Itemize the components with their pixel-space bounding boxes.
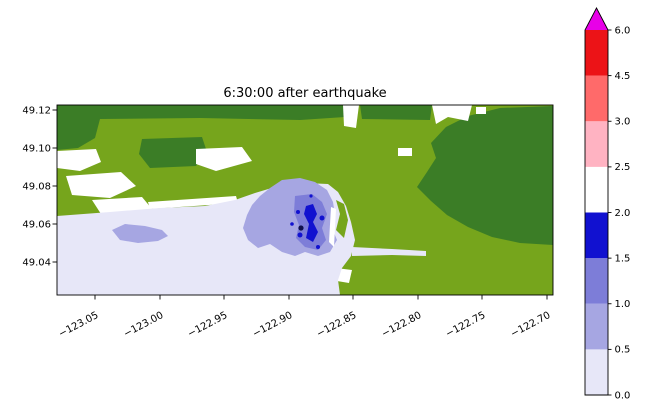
y-axis-labels: 49.12 49.10 49.08 49.06 49.04: [22, 106, 51, 269]
colorbar-tick-label: 1.5: [615, 253, 631, 264]
deep-flood-spot-4: [316, 245, 320, 249]
nodata-patch-left-2: [66, 172, 136, 198]
colorbar-tick-label: 0.5: [615, 345, 631, 356]
nodata-patch-top-center: [343, 105, 359, 128]
river-channel: [352, 247, 426, 256]
colorbar-segment-2: [585, 258, 608, 304]
deepest-flood-dot: [298, 225, 304, 231]
colorbar-segment-1: [585, 303, 608, 350]
x-tick-label: −122.95: [186, 310, 229, 340]
nodata-patch-small-2: [398, 148, 412, 156]
y-tick-label: 49.10: [22, 144, 51, 155]
colorbar-tick-label: 4.5: [615, 71, 631, 82]
land-spit: [336, 200, 348, 238]
plot-frame: [56, 104, 554, 296]
colorbar-tick-label: 6.0: [615, 25, 631, 36]
colorbar-labels: 0.0 0.5 1.0 1.5 2.0 2.5 3.0 4.5 6.0: [615, 25, 631, 401]
colorbar-segment-3: [585, 212, 608, 259]
nodata-patch-left-3: [92, 197, 152, 214]
deep-flood-spot-6: [309, 194, 313, 198]
nodata-patch-left-1: [57, 149, 101, 171]
colorbar-segment-0: [585, 349, 608, 395]
nodata-patch-top-right: [432, 105, 472, 124]
x-axis-labels: −123.05 −123.00 −122.95 −122.90 −122.85 …: [57, 310, 552, 340]
deep-flood-spot-1: [319, 215, 325, 221]
x-tick-label: −122.90: [251, 310, 294, 340]
deep-flood-spot-3: [297, 232, 303, 238]
deep-flood-streak: [304, 204, 318, 242]
x-tick-label: −122.70: [509, 310, 552, 340]
nodata-patch-small-1: [476, 107, 486, 114]
highland-midleft-patch: [139, 137, 207, 168]
colorbar-segment-6: [585, 75, 608, 122]
colorbar-segment-5: [585, 121, 608, 167]
deep-flood-spot-2: [296, 210, 300, 214]
highland-right-blob: [417, 106, 553, 245]
colorbar-tick-label: 1.0: [615, 299, 631, 310]
y-axis: [52, 109, 57, 263]
western-flood-patch: [112, 224, 168, 243]
colorbar-segment-4: [585, 166, 608, 213]
colorbar-tick-label: 2.5: [615, 162, 631, 173]
deep-flood-spot-5: [290, 222, 294, 226]
plot-title: 6:30:00 after earthquake: [223, 86, 386, 101]
colorbar-tick-label: 2.0: [615, 208, 631, 219]
colorbar-tick-label: 3.0: [615, 117, 631, 128]
nodata-shore-fringe: [148, 196, 238, 209]
x-tick-label: −122.85: [315, 310, 358, 340]
highland-top-strip: [100, 105, 345, 120]
y-tick-label: 49.08: [22, 182, 51, 193]
highland-topleft-corner: [57, 105, 100, 150]
x-tick-label: −123.05: [57, 310, 100, 340]
nodata-patch-mid: [196, 147, 252, 171]
map-area: [56, 104, 554, 296]
y-tick-label: 49.12: [22, 106, 51, 117]
colorbar-tick-label: 0.0: [615, 390, 631, 401]
x-tick-label: −123.00: [122, 310, 165, 340]
x-axis: [94, 295, 548, 300]
colorbar-over-triangle: [585, 8, 608, 30]
colorbar-ticks: [608, 29, 612, 396]
y-tick-label: 49.04: [22, 258, 51, 269]
x-tick-label: −122.80: [380, 310, 423, 340]
nodata-sliver-east: [329, 207, 336, 247]
highland-top-strip-2: [360, 105, 432, 120]
x-tick-label: −122.75: [444, 310, 487, 340]
colorbar-outline: [584, 7, 609, 396]
colorbar: 0.0 0.5 1.0 1.5 2.0 2.5 3.0 4.5 6.0: [584, 7, 631, 401]
y-tick-label: 49.06: [22, 220, 51, 231]
colorbar-segment-7: [585, 30, 608, 76]
